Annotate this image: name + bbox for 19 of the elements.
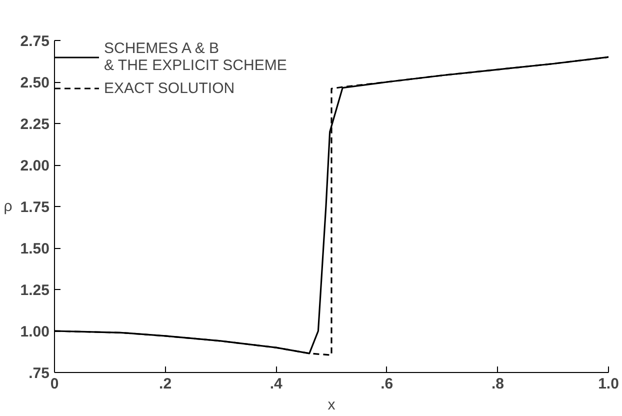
x-tick-label: .6 <box>380 376 394 392</box>
x-tick-label: .2 <box>159 376 172 392</box>
y-tick-label: 1.25 <box>20 282 50 299</box>
y-tick-label: .75 <box>28 365 50 382</box>
y-tick-label: 1.75 <box>20 199 50 216</box>
y-tick-label: 2.50 <box>20 74 50 92</box>
y-tick-label: 2.25 <box>20 116 50 133</box>
x-tick-label: .8 <box>491 376 504 392</box>
legend-label: SCHEMES A & B & THE EXPLICIT SCHEME <box>104 40 287 74</box>
legend-label: EXACT SOLUTION <box>104 80 235 96</box>
y-tick-label: 1.50 <box>20 240 50 258</box>
x-tick-label: 0 <box>50 376 59 392</box>
y-axis-title: ρ <box>4 198 12 215</box>
y-tick-label: 1.00 <box>20 324 50 340</box>
x-tick-label: 1.0 <box>598 376 619 392</box>
x-tick-label: .4 <box>270 376 284 392</box>
y-tick-label: 2.75 <box>20 33 50 50</box>
x-axis-title: x <box>328 396 336 414</box>
y-tick-label: 2.00 <box>20 158 50 174</box>
